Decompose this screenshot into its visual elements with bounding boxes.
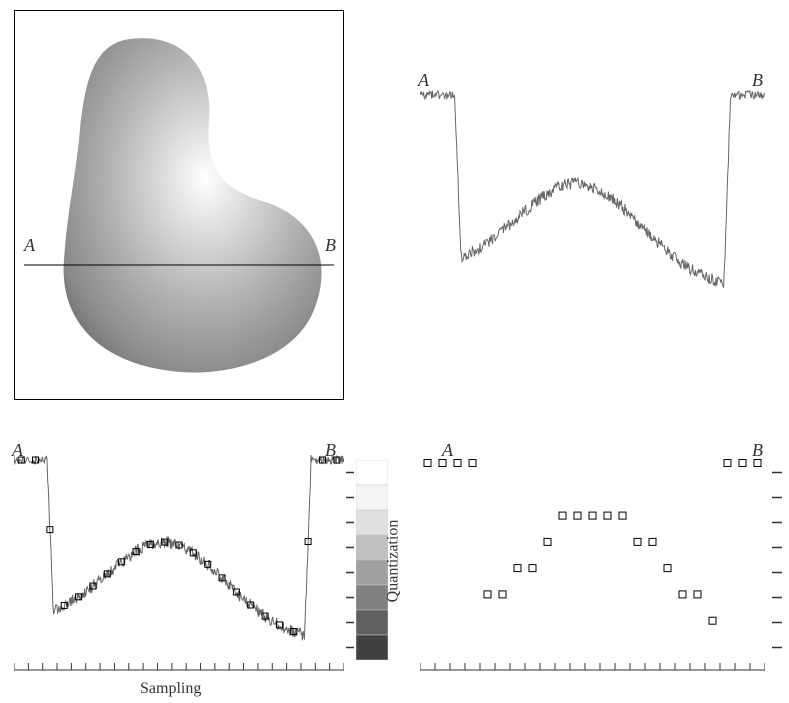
panel-sampled (14, 455, 344, 680)
panel-quantization-legend (356, 460, 388, 660)
profile-svg (420, 90, 765, 310)
label-b-topleft: B (325, 235, 336, 256)
label-b-bottomleft: B (325, 440, 336, 461)
blob-shape (64, 38, 322, 372)
label-a-bottomleft: A (12, 440, 23, 461)
label-b-bottomright: B (752, 440, 763, 461)
sampling-axis-label: Sampling (140, 680, 201, 698)
sampling-ticks (14, 663, 344, 670)
panel-image-blob: A B (14, 10, 344, 400)
profile-polyline (420, 91, 765, 288)
quantization-axis-label: Quantization (384, 520, 402, 603)
blob-svg (14, 10, 344, 400)
quantized-svg (420, 455, 765, 680)
panel-quantized (420, 455, 765, 680)
label-b-topright: B (752, 70, 763, 91)
label-a-topleft: A (24, 235, 35, 256)
quant-ticks-left (346, 473, 354, 648)
quantized-ticks (420, 663, 765, 670)
quantized-markers (424, 460, 761, 625)
quant-svg (356, 460, 388, 660)
quant-ticks-right (772, 473, 782, 648)
label-a-topright: A (418, 70, 429, 91)
quant-levels (356, 460, 388, 660)
sampled-svg (14, 455, 344, 680)
panel-signal-profile (420, 90, 765, 310)
label-a-bottomright: A (442, 440, 453, 461)
